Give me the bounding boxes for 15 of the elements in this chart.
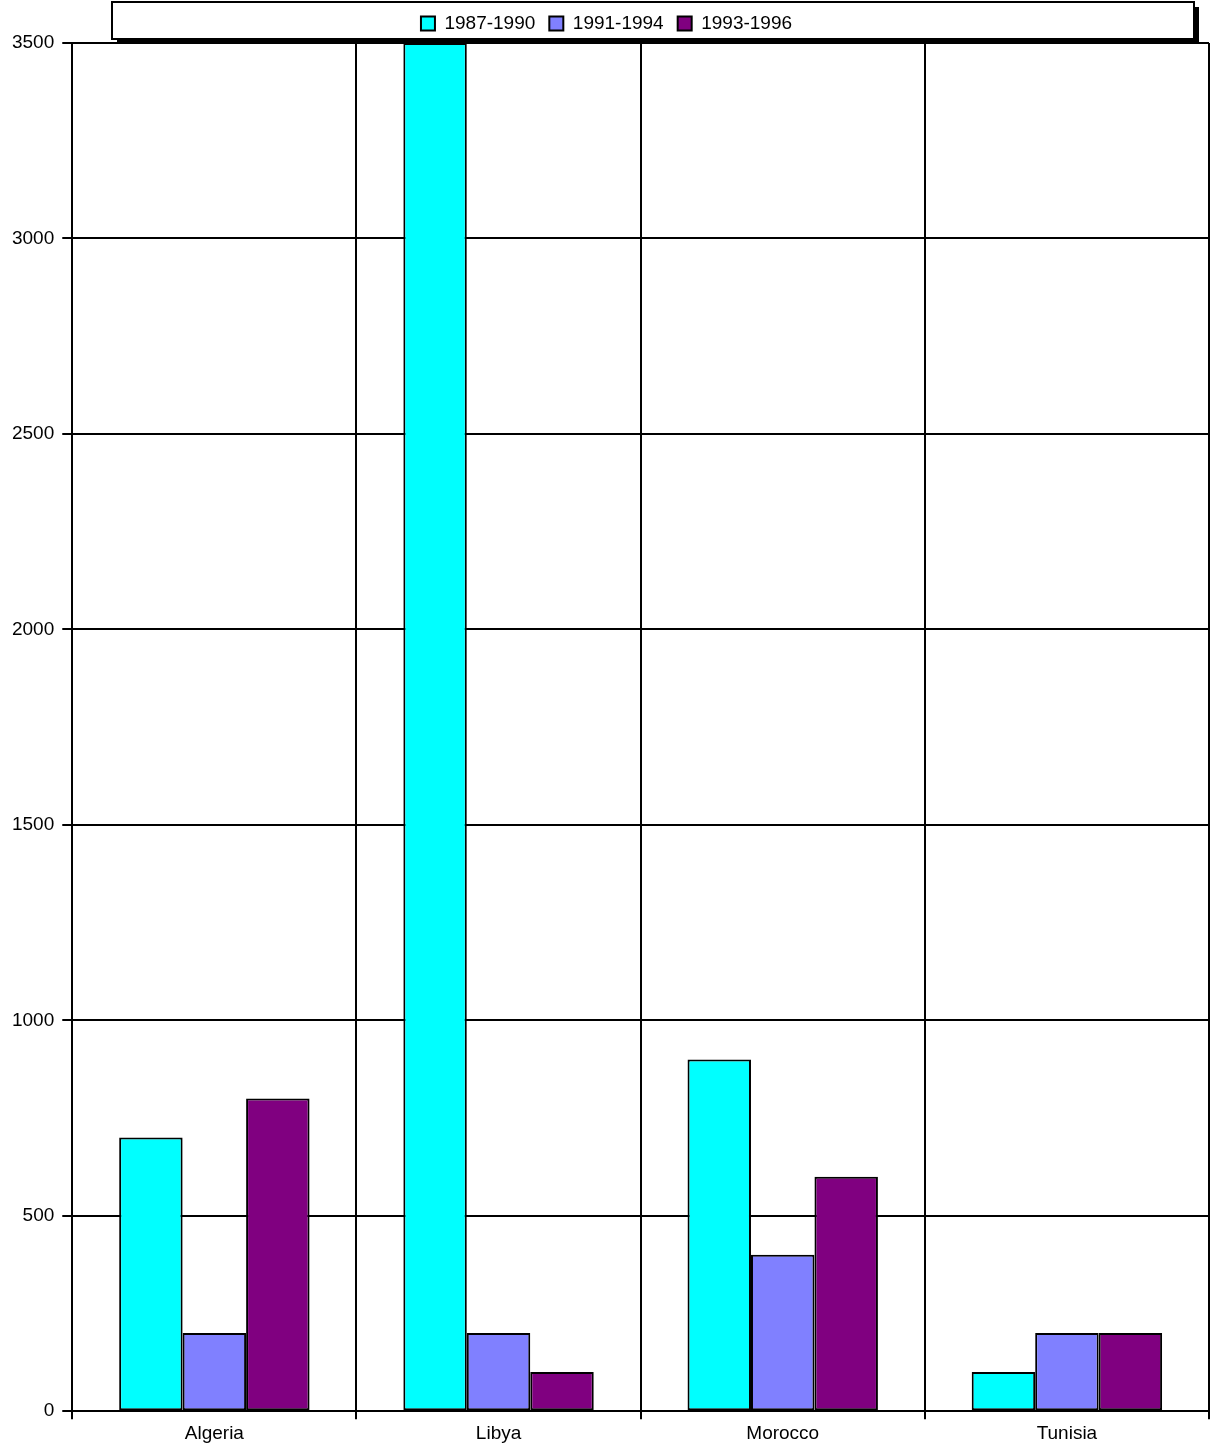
legend-label: 1991-1994 [572,11,665,33]
x-tick-label: Algeria [184,1421,245,1443]
y-tick-label: 3000 [11,226,55,248]
y-tick-label: 1500 [11,813,55,835]
legend-label: 1987-1990 [444,11,536,33]
y-tick-label: 2000 [11,617,55,639]
y-tick-label: 500 [22,1203,55,1225]
y-tick-label: 3500 [11,31,55,53]
x-tick-label: Morocco [746,1421,820,1443]
y-tick-label: 2500 [11,422,55,444]
x-tick-label: Libya [475,1421,522,1443]
y-tick-label: 0 [43,1399,55,1421]
x-tick-label: Tunisia [1036,1421,1098,1443]
legend-label: 1993-1996 [701,11,793,33]
y-tick-label: 1000 [11,1008,55,1030]
